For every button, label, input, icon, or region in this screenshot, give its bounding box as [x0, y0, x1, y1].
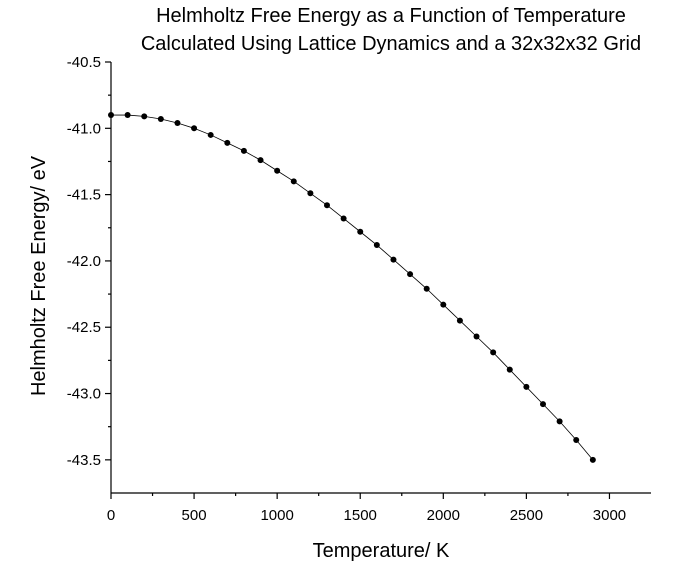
data-point: [589, 456, 596, 463]
x-tick-label: 1000: [260, 507, 293, 524]
series-group: [108, 112, 596, 463]
chart-title: Helmholtz Free Energy as a Function of T…: [156, 5, 626, 27]
data-point: [473, 333, 480, 340]
data-point: [490, 349, 497, 356]
x-tick-label: 2000: [427, 507, 460, 524]
data-point: [456, 317, 463, 324]
y-tick-label: -43.0: [67, 386, 101, 403]
data-point: [357, 228, 364, 235]
data-point: [573, 436, 580, 443]
y-tick-label: -40.5: [67, 54, 101, 71]
data-point: [157, 116, 164, 123]
data-point: [224, 139, 231, 146]
data-point: [290, 178, 297, 185]
data-point: [540, 401, 546, 408]
x-tick-label: 1500: [344, 507, 377, 524]
y-tick-label: -42.0: [67, 253, 101, 270]
x-axis-ticks: 0 500 1000 1500 2000 2500 3000: [107, 493, 626, 524]
y-axis-ticks: -40.5 -41.0 -41.5 -42.0 -42.5 -43.0 -43.5: [67, 54, 111, 469]
data-point: [174, 120, 181, 127]
y-axis-label: Helmholtz Free Energy/ eV: [28, 155, 50, 396]
y-tick-label: -43.5: [67, 452, 101, 469]
data-point: [390, 256, 397, 263]
x-axis-label: Temperature/ K: [313, 540, 450, 562]
y-tick-label: -41.5: [67, 187, 101, 204]
data-point: [340, 215, 347, 222]
data-point: [108, 112, 114, 119]
data-point: [257, 157, 264, 164]
data-point: [556, 418, 563, 425]
data-point: [240, 147, 247, 154]
data-point: [373, 242, 380, 249]
data-point: [191, 125, 198, 132]
y-tick-label: -41.0: [67, 120, 101, 137]
data-point: [440, 301, 447, 308]
data-point: [506, 366, 513, 373]
y-tick-label: -42.5: [67, 319, 101, 336]
data-point: [141, 113, 148, 120]
x-tick-label: 3000: [593, 507, 626, 524]
data-point: [324, 202, 330, 209]
x-tick-label: 500: [182, 507, 207, 524]
x-tick-label: 2500: [510, 507, 543, 524]
data-point: [274, 167, 281, 174]
data-point: [207, 131, 214, 138]
data-point: [407, 271, 414, 278]
x-tick-label: 0: [107, 507, 115, 524]
data-point: [307, 190, 314, 197]
series-line: [111, 114, 594, 461]
chart-subtitle: Calculated Using Lattice Dynamics and a …: [141, 33, 641, 55]
data-point: [124, 112, 131, 119]
axes: [110, 62, 651, 494]
data-point: [523, 383, 530, 390]
data-point: [423, 285, 430, 292]
